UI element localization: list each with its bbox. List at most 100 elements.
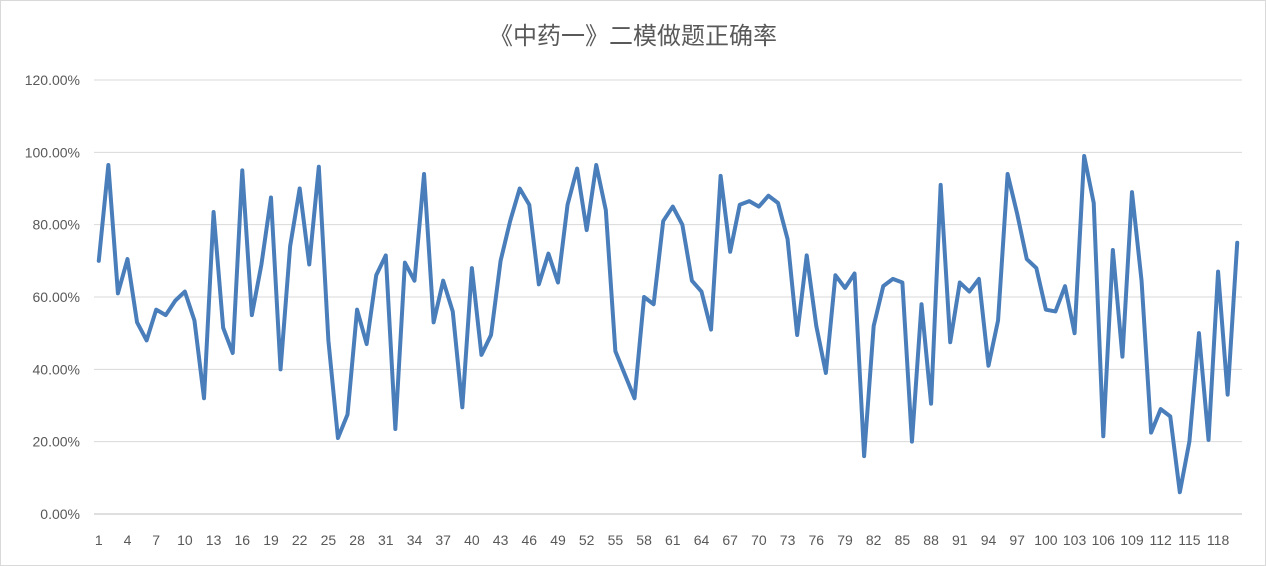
data-point [508,219,512,223]
data-point [1207,438,1211,442]
data-point [422,172,426,176]
data-point [747,199,751,203]
data-point [250,313,254,317]
data-point [594,163,598,167]
data-point [527,203,531,207]
data-point [977,277,981,281]
data-point [862,454,866,458]
x-tick-label: 1 [95,532,103,548]
data-point [403,261,407,265]
data-point [623,373,627,377]
x-tick-label: 103 [1063,532,1087,548]
x-tick-label: 106 [1092,532,1116,548]
data-point [365,342,369,346]
data-point [441,279,445,283]
data-point [566,203,570,207]
data-point [872,324,876,328]
data-point [269,196,273,200]
data-point [326,338,330,342]
x-tick-label: 31 [378,532,394,548]
data-point [556,281,560,285]
data-point [288,244,292,248]
data-point [374,273,378,277]
data-point [231,351,235,355]
data-point [1120,355,1124,359]
data-point [546,252,550,256]
gridlines [94,79,1242,515]
x-tick-label: 82 [866,532,882,548]
data-point [900,281,904,285]
data-point [116,291,120,295]
data-point [164,313,168,317]
data-point [766,194,770,198]
data-point [384,253,388,257]
data-point [824,371,828,375]
y-tick-label: 120.00% [25,72,80,88]
data-point [843,286,847,290]
x-tick-label: 73 [780,532,796,548]
data-point [671,205,675,209]
data-point [1130,190,1134,194]
data-point [1235,241,1239,245]
data-point [1149,431,1153,435]
x-tick-label: 4 [124,532,132,548]
x-tick-label: 94 [981,532,997,548]
data-point [910,440,914,444]
y-axis-ticks: 0.00% 20.00% 40.00% 60.00% 80.00% 100.00% 120.… [25,72,80,522]
data-point [1025,257,1029,261]
x-tick-label: 61 [665,532,681,548]
data-point [661,219,665,223]
data-point [1178,490,1182,494]
data-point [795,333,799,337]
x-tick-label: 91 [952,532,968,548]
data-point [192,319,196,323]
data-point [460,405,464,409]
data-point [1044,308,1048,312]
data-point [996,319,1000,323]
data-point [97,259,101,263]
data-point [537,282,541,286]
data-point [1216,270,1220,274]
data-point [728,250,732,254]
y-tick-label: 0.00% [40,506,80,522]
y-tick-label: 60.00% [33,289,80,305]
data-point [1006,172,1010,176]
data-point [1187,440,1191,444]
x-tick-label: 22 [292,532,308,548]
data-point [393,427,397,431]
x-tick-label: 46 [521,532,537,548]
series-line [96,153,1240,495]
x-tick-label: 16 [234,532,250,548]
data-point [1063,284,1067,288]
data-point [298,187,302,190]
data-point [221,326,225,330]
data-point [967,290,971,294]
data-point [518,187,522,190]
data-point [154,308,158,312]
y-tick-label: 100.00% [25,144,80,160]
x-tick-label: 40 [464,532,480,548]
data-point [613,349,617,353]
data-point [699,290,703,294]
x-tick-label: 100 [1034,532,1058,548]
data-point [1082,154,1086,158]
data-point [1053,309,1057,313]
x-tick-label: 19 [263,532,279,548]
data-point [575,167,579,171]
data-point [853,271,857,275]
x-tick-label: 37 [435,532,451,548]
data-point [307,262,311,266]
y-tick-label: 20.00% [33,434,80,450]
data-point [738,203,742,207]
data-point [259,262,263,266]
x-tick-label: 7 [152,532,160,548]
data-point [604,208,608,212]
data-point [1111,248,1115,252]
data-point [412,279,416,283]
data-point [336,436,340,440]
data-point [833,273,837,277]
data-point [709,328,713,332]
data-point [786,237,790,241]
data-point [929,402,933,406]
